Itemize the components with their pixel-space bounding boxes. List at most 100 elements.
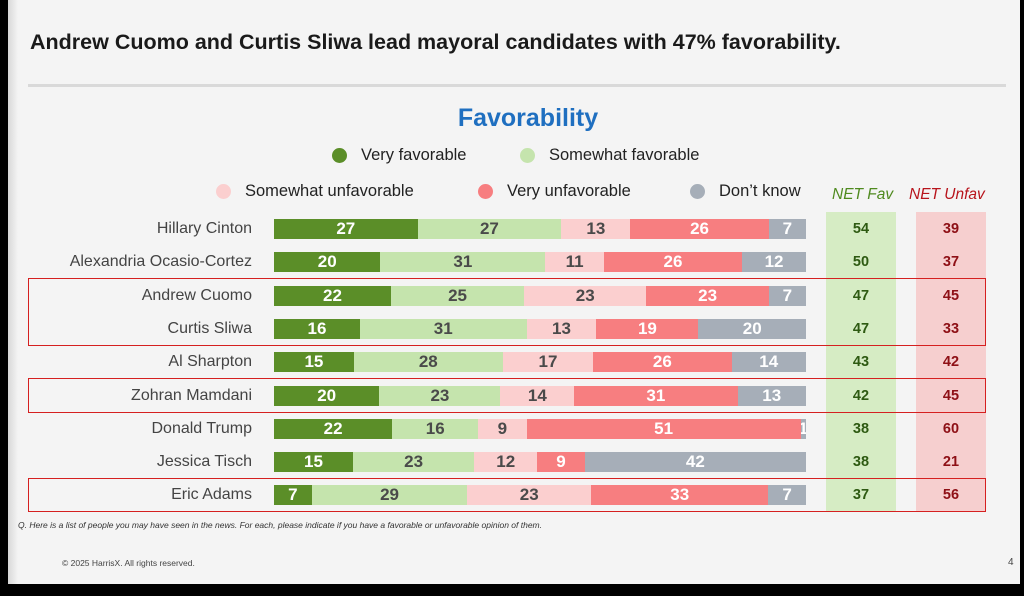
highlight-box-adams bbox=[28, 478, 986, 512]
net-fav-header: NET Fav bbox=[832, 186, 894, 203]
bar-segment-somewhat-favorable-donald-trump: 16 bbox=[392, 418, 479, 439]
bar-segment-very-favorable-hillary-cinton: 27 bbox=[274, 219, 418, 239]
bar-segment-very-unfavorable-donald-trump: 51 bbox=[526, 418, 801, 439]
net-unfav-value-hillary-cinton: 39 bbox=[942, 221, 960, 237]
bar-segment-very-favorable-alexandria-ocasio-cortez: 20 bbox=[274, 252, 381, 273]
net-unfav-value-jessica-tisch: 21 bbox=[942, 454, 960, 471]
highlight-box-cuomo-sliwa bbox=[28, 278, 986, 346]
legend-somewhat-unfavorable: Somewhat unfavorable bbox=[216, 182, 414, 201]
legend-label-very-favorable: Very favorable bbox=[361, 146, 467, 164]
row-label-al-sharpton: Al Sharpton bbox=[168, 353, 252, 371]
headline-divider bbox=[28, 84, 1006, 87]
net-unfav-value-zohran-mamdani: 45 bbox=[942, 387, 960, 404]
bar-segment-dont-know-hillary-cinton: 7 bbox=[768, 219, 806, 239]
legend-dont-know: Don’t know bbox=[690, 182, 801, 201]
net-fav-column bbox=[826, 212, 896, 512]
bar-row-alexandria-ocasio-cortez: 20 31 11 26 12 bbox=[274, 252, 806, 273]
bar-segment-somewhat-favorable-eric-adams: 29 bbox=[311, 485, 468, 506]
bar-segment-dont-know-jessica-tisch: 42 bbox=[584, 452, 806, 473]
legend-swatch-very-unfavorable bbox=[478, 184, 493, 199]
slide-headline: Andrew Cuomo and Curtis Sliwa lead mayor… bbox=[30, 30, 841, 54]
row-label-zohran-mamdani: Zohran Mamdani bbox=[131, 386, 252, 404]
bar-segment-somewhat-favorable-curtis-sliwa: 31 bbox=[359, 318, 527, 339]
legend-very-favorable: Very favorable bbox=[332, 146, 466, 165]
bar-segment-very-unfavorable-andrew-cuomo: 23 bbox=[646, 285, 769, 306]
bar-segment-dont-know-alexandria-ocasio-cortez: 12 bbox=[742, 252, 806, 273]
net-fav-value-hillary-cinton: 54 bbox=[852, 221, 870, 237]
row-label-alexandria-ocasio-cortez: Alexandria Ocasio-Cortez bbox=[69, 253, 252, 271]
edge-shadow bbox=[8, 0, 18, 584]
net-fav-value-al-sharpton: 43 bbox=[852, 354, 870, 371]
bar-segment-somewhat-unfavorable-alexandria-ocasio-cortez: 11 bbox=[545, 252, 604, 273]
bar-segment-very-unfavorable-al-sharpton: 26 bbox=[593, 352, 732, 373]
bar-segment-very-unfavorable-curtis-sliwa: 19 bbox=[596, 318, 699, 339]
bar-segment-somewhat-favorable-jessica-tisch: 23 bbox=[353, 452, 475, 473]
bar-segment-somewhat-unfavorable-andrew-cuomo: 23 bbox=[524, 285, 647, 306]
bar-segment-dont-know-zohran-mamdani: 13 bbox=[737, 385, 806, 406]
bar-segment-very-favorable-eric-adams: 7 bbox=[274, 485, 312, 506]
copyright: © 2025 HarrisX. All rights reserved. bbox=[62, 558, 195, 568]
bar-row-andrew-cuomo: 22 25 23 23 7 bbox=[274, 285, 806, 306]
bar-segment-somewhat-favorable-hillary-cinton: 27 bbox=[417, 219, 562, 239]
bar-segment-dont-know-donald-trump: 1 bbox=[800, 418, 806, 439]
legend-label-dont-know: Don’t know bbox=[719, 182, 801, 200]
bar-segment-somewhat-unfavorable-zohran-mamdani: 14 bbox=[500, 385, 575, 406]
bar-row-curtis-sliwa: 16 31 13 19 20 bbox=[274, 318, 806, 339]
bar-segment-somewhat-unfavorable-curtis-sliwa: 13 bbox=[526, 318, 597, 339]
bar-segment-somewhat-unfavorable-hillary-cinton: 13 bbox=[561, 219, 631, 239]
bar-segment-very-favorable-curtis-sliwa: 16 bbox=[274, 318, 360, 339]
bar-segment-dont-know-eric-adams: 7 bbox=[768, 485, 806, 506]
bar-segment-somewhat-favorable-zohran-mamdani: 23 bbox=[379, 385, 501, 406]
question-footnote: Q. Here is a list of people you may have… bbox=[18, 520, 542, 530]
legend-swatch-dont-know bbox=[690, 184, 705, 199]
legend-swatch-somewhat-favorable bbox=[520, 148, 535, 163]
bar-segment-dont-know-curtis-sliwa: 20 bbox=[698, 318, 806, 339]
legend-label-very-unfavorable: Very unfavorable bbox=[507, 182, 631, 200]
bar-segment-very-favorable-jessica-tisch: 15 bbox=[274, 452, 353, 473]
bar-row-eric-adams: 7 29 23 33 7 bbox=[274, 485, 806, 506]
highlight-box-mamdani bbox=[28, 378, 986, 413]
chart-title: Favorability bbox=[457, 104, 599, 132]
bar-segment-dont-know-andrew-cuomo: 7 bbox=[768, 285, 806, 306]
row-label-andrew-cuomo: Andrew Cuomo bbox=[141, 286, 252, 304]
bar-segment-very-unfavorable-jessica-tisch: 9 bbox=[537, 452, 585, 473]
legend-swatch-somewhat-unfavorable bbox=[216, 184, 231, 199]
net-unfav-value-alexandria-ocasio-cortez: 37 bbox=[942, 254, 960, 271]
row-label-eric-adams: Eric Adams bbox=[171, 486, 252, 504]
bar-segment-very-favorable-donald-trump: 22 bbox=[274, 418, 393, 439]
net-fav-value-donald-trump: 38 bbox=[852, 420, 870, 437]
legend-somewhat-favorable: Somewhat favorable bbox=[520, 146, 699, 165]
bar-segment-very-favorable-al-sharpton: 15 bbox=[274, 352, 354, 373]
bar-segment-somewhat-favorable-andrew-cuomo: 25 bbox=[391, 285, 525, 306]
net-unfav-column bbox=[916, 212, 986, 512]
bar-segment-dont-know-al-sharpton: 14 bbox=[731, 352, 806, 373]
row-label-hillary-cinton: Hillary Cinton bbox=[156, 220, 252, 237]
bar-segment-very-favorable-zohran-mamdani: 20 bbox=[274, 385, 380, 406]
bar-row-al-sharpton: 15 28 17 26 14 bbox=[274, 352, 806, 373]
net-unfav-value-donald-trump: 60 bbox=[942, 420, 960, 437]
bar-row-zohran-mamdani: 20 23 14 31 13 bbox=[274, 385, 806, 406]
bar-segment-very-unfavorable-eric-adams: 33 bbox=[591, 485, 769, 506]
net-fav-value-jessica-tisch: 38 bbox=[852, 454, 870, 471]
net-fav-value-eric-adams: 37 bbox=[852, 487, 870, 504]
bar-segment-somewhat-unfavorable-donald-trump: 9 bbox=[478, 418, 527, 439]
bar-segment-somewhat-unfavorable-al-sharpton: 17 bbox=[502, 352, 594, 373]
row-label-curtis-sliwa: Curtis Sliwa bbox=[167, 319, 252, 337]
net-fav-value-zohran-mamdani: 42 bbox=[852, 387, 870, 404]
bar-segment-very-unfavorable-alexandria-ocasio-cortez: 26 bbox=[603, 252, 743, 273]
bar-row-hillary-cinton: 27 27 13 26 7 bbox=[274, 219, 806, 239]
net-unfav-value-curtis-sliwa: 33 bbox=[942, 320, 960, 337]
bar-segment-very-unfavorable-zohran-mamdani: 31 bbox=[574, 385, 738, 406]
legend-swatch-very-favorable bbox=[332, 148, 347, 163]
bar-segment-somewhat-favorable-alexandria-ocasio-cortez: 31 bbox=[380, 252, 546, 273]
bar-segment-somewhat-favorable-al-sharpton: 28 bbox=[353, 352, 503, 373]
bar-row-donald-trump: 22 16 9 51 1 bbox=[274, 418, 806, 439]
net-unfav-value-eric-adams: 56 bbox=[942, 487, 960, 504]
legend-label-somewhat-unfavorable: Somewhat unfavorable bbox=[245, 182, 414, 200]
net-unfav-value-al-sharpton: 42 bbox=[942, 354, 960, 371]
slide: Andrew Cuomo and Curtis Sliwa lead mayor… bbox=[8, 0, 1020, 584]
net-fav-value-andrew-cuomo: 47 bbox=[852, 287, 870, 304]
legend-label-somewhat-favorable: Somewhat favorable bbox=[549, 146, 700, 164]
bar-segment-very-favorable-andrew-cuomo: 22 bbox=[274, 285, 392, 306]
row-label-jessica-tisch: Jessica Tisch bbox=[156, 453, 252, 471]
